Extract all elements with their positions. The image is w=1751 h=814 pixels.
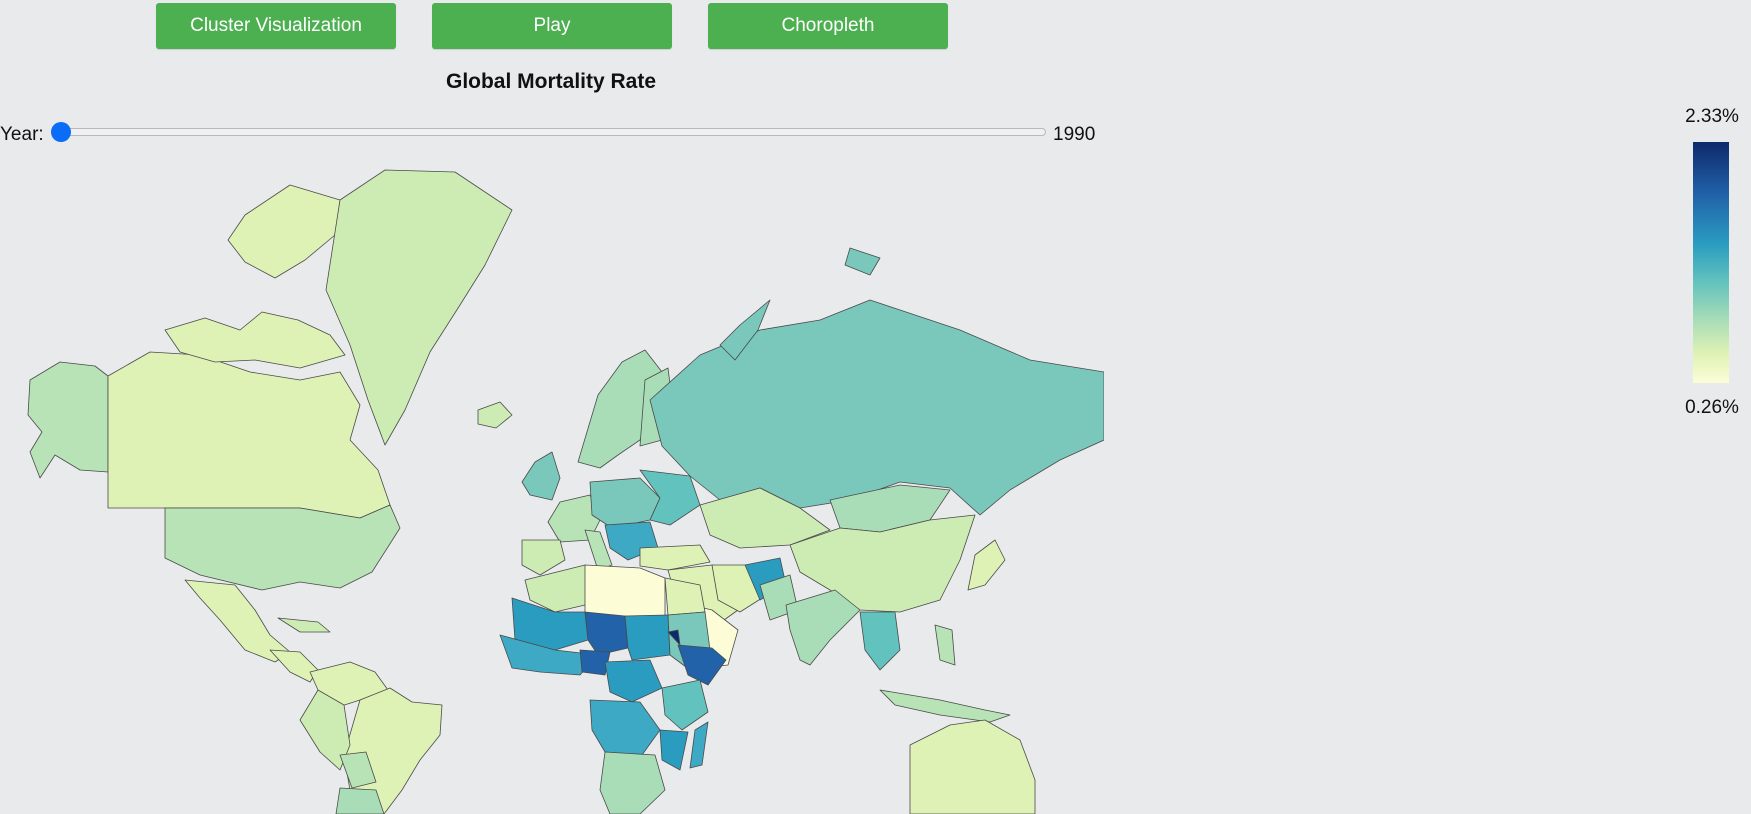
country-italy[interactable] (584, 529, 613, 571)
legend-color-scale (1693, 142, 1729, 383)
country-east-africa[interactable] (661, 679, 709, 731)
country-russia[interactable] (649, 299, 1104, 516)
country-ethiopia-somalia[interactable] (677, 644, 727, 686)
year-label: Year: (0, 124, 44, 145)
cluster-visualization-button[interactable]: Cluster Visualization (156, 3, 396, 49)
country-mexico[interactable] (184, 579, 291, 663)
country-peru[interactable] (299, 689, 351, 771)
country-turkey[interactable] (639, 544, 711, 571)
country-india[interactable] (785, 589, 861, 666)
country-kazakhstan[interactable] (699, 487, 831, 549)
year-value: 1990 (1053, 124, 1096, 145)
country-iceland[interactable] (477, 401, 513, 429)
country-greenland[interactable] (325, 169, 513, 446)
country-nigeria[interactable] (579, 649, 611, 676)
country-niger[interactable] (584, 611, 629, 656)
country-west-africa[interactable] (499, 634, 599, 676)
country-iberia[interactable] (521, 539, 566, 576)
legend-min-label: 0.26% (1685, 397, 1739, 418)
country-chad[interactable] (624, 614, 671, 661)
country-australia[interactable] (909, 719, 1036, 814)
country-caribbean[interactable] (277, 617, 331, 633)
legend-max-label: 2.33% (1685, 106, 1739, 127)
year-slider-thumb[interactable] (51, 122, 71, 142)
country-canada[interactable] (107, 351, 391, 519)
world-map[interactable] (0, 160, 1104, 814)
country-iran[interactable] (711, 564, 763, 613)
choropleth-button[interactable]: Choropleth (708, 3, 948, 49)
country-argentina-chile[interactable] (335, 787, 385, 814)
country-madagascar[interactable] (689, 721, 709, 769)
country-drc-angola[interactable] (589, 699, 661, 756)
country-novaya-zemlya[interactable] (719, 299, 771, 361)
map-title: Global Mortality Rate (445, 70, 657, 93)
country-southern-africa[interactable] (599, 751, 666, 814)
country-central-africa[interactable] (604, 659, 663, 703)
country-uk-ireland[interactable] (521, 451, 561, 501)
country-canada-islands[interactable] (164, 311, 346, 369)
country-bolivia[interactable] (339, 751, 377, 789)
country-indonesia[interactable] (879, 689, 1011, 723)
country-central-america[interactable] (269, 649, 319, 683)
country-japan[interactable] (967, 539, 1006, 591)
country-usa[interactable] (164, 504, 401, 591)
play-button[interactable]: Play (432, 3, 672, 49)
year-slider-track[interactable] (60, 128, 1046, 136)
country-arctic-islands[interactable] (844, 247, 881, 276)
country-philippines[interactable] (934, 624, 956, 666)
country-southeast-asia[interactable] (859, 611, 901, 671)
country-mozambique[interactable] (659, 729, 689, 771)
country-alaska[interactable] (27, 361, 109, 479)
country-china[interactable] (789, 514, 976, 613)
country-central-europe[interactable] (589, 477, 661, 529)
country-canada-north[interactable] (227, 184, 341, 279)
country-eritrea[interactable] (667, 629, 681, 646)
